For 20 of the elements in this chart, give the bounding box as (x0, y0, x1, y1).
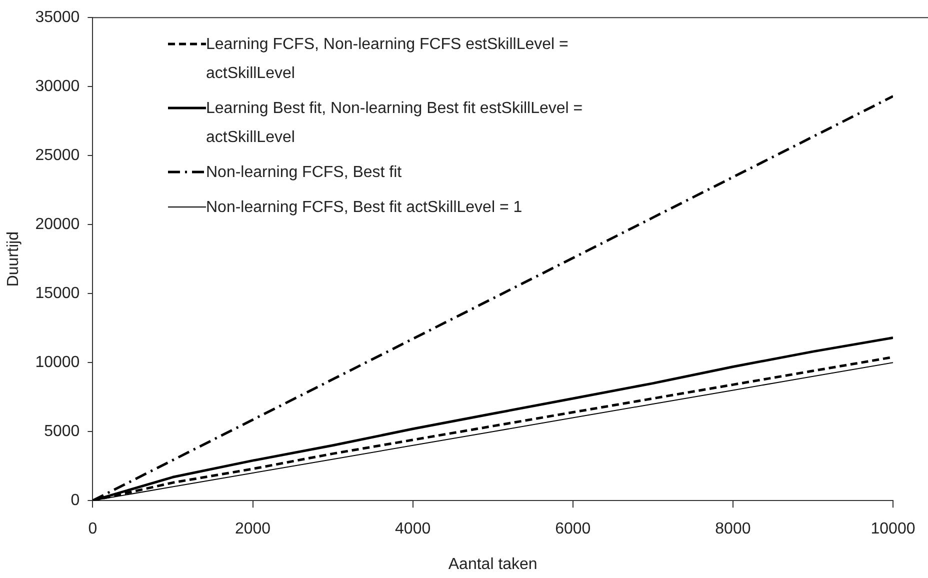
legend-label: Learning Best fit, Non-learning Best fit estSkillLevel = actSkillLevel (206, 99, 584, 148)
y-tick-label: 0 (70, 492, 80, 510)
y-tick-label: 5000 (44, 423, 80, 440)
legend-label: Learning FCFS, Non-learning FCFS estSkillLevel = actSkillLevel (206, 35, 570, 84)
y-tick-label: 20000 (35, 216, 80, 234)
y-axis-title: Duurtijd (5, 232, 22, 287)
legend-label: Non-learning FCFS, Best fit (206, 163, 402, 183)
x-tick-label: 2000 (234, 520, 271, 538)
x-axis-title: Aantal taken (448, 556, 538, 573)
y-tick-label: 35000 (35, 9, 80, 26)
y-tick-label: 10000 (35, 354, 80, 372)
x-tick-label: 8000 (715, 520, 751, 538)
y-tick-label: 30000 (35, 78, 80, 96)
x-tick-label: 4000 (395, 520, 431, 538)
x-tick-label: 0 (88, 520, 98, 538)
y-tick-label: 25000 (35, 147, 80, 164)
x-tick-label: 6000 (555, 520, 591, 538)
legend-label: Non-learning FCFS, Best fit actSkillLevel = 1 (206, 198, 522, 218)
x-tick-label: 10000 (870, 520, 916, 538)
y-tick-label: 15000 (35, 285, 80, 302)
